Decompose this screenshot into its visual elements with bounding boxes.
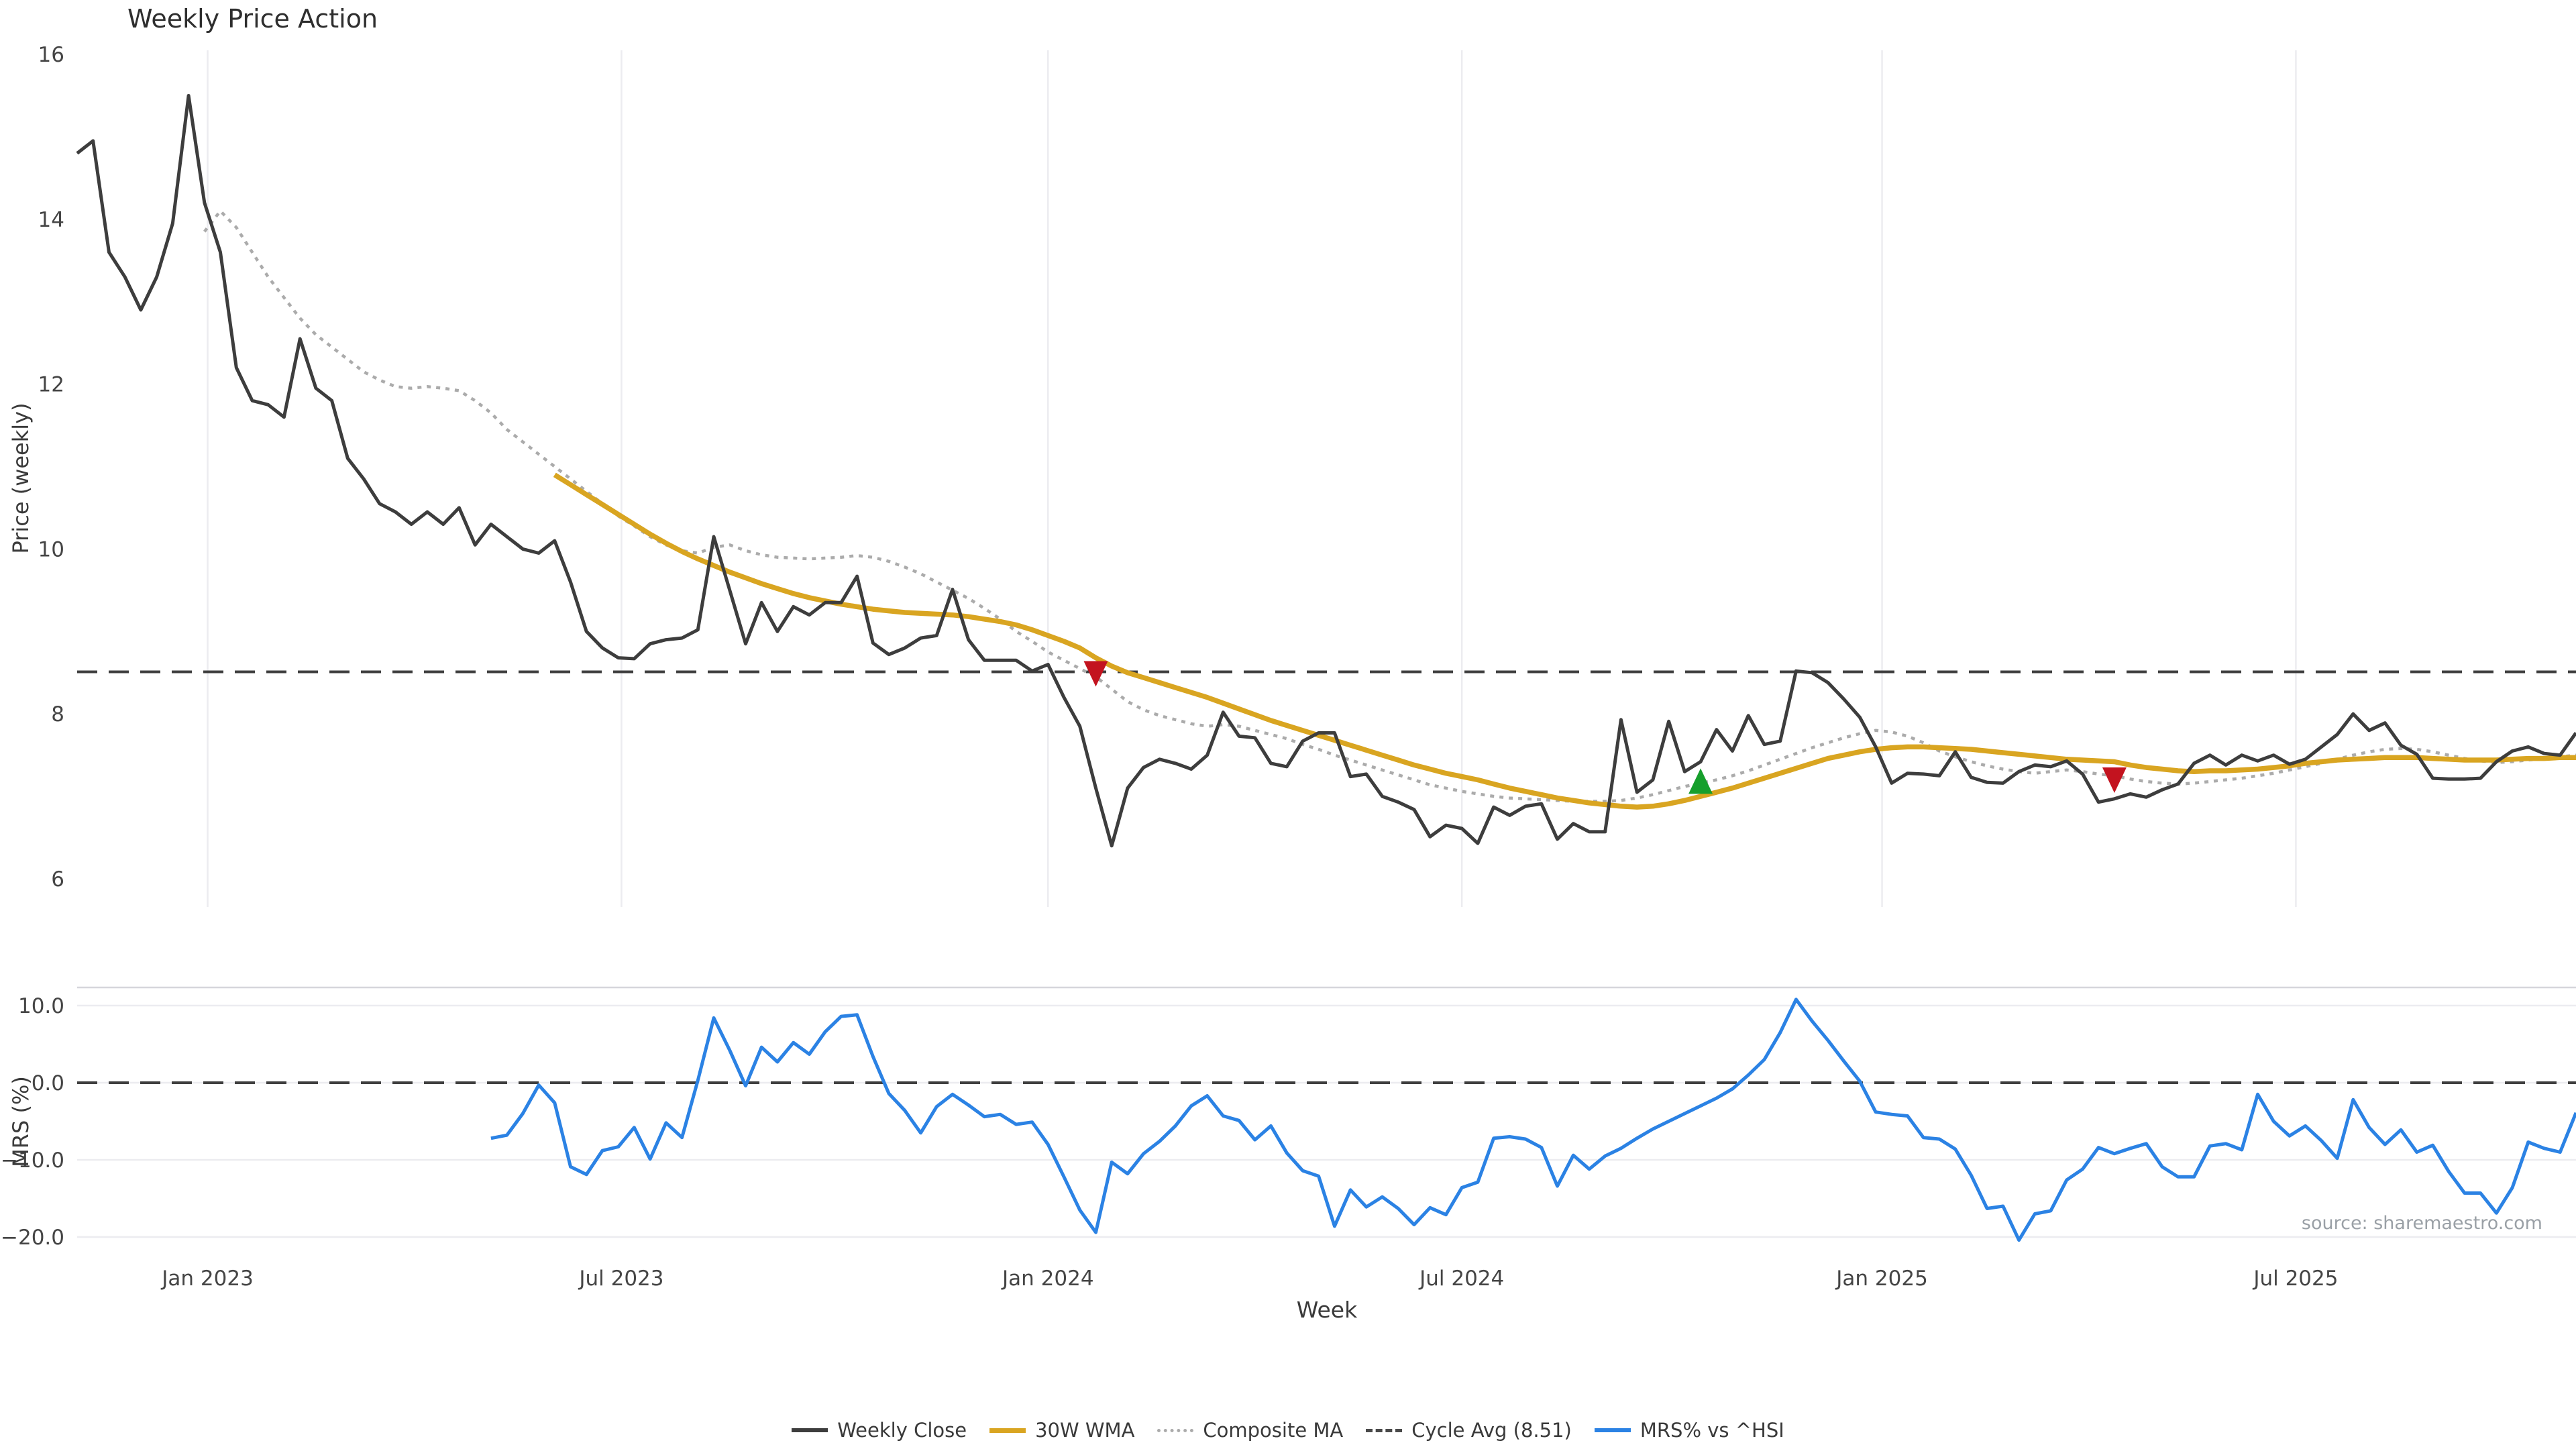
- chart-title: Weekly Price Action: [127, 4, 378, 34]
- mrs-ytick-label: −10.0: [1, 1148, 64, 1173]
- data-series: [76, 94, 2576, 1242]
- mrs-ytick-label: 0.0: [32, 1071, 64, 1095]
- mrs-ytick-label: 10.0: [18, 994, 64, 1018]
- price-ytick-label: 16: [38, 43, 64, 67]
- x-tick-label: Jul 2023: [578, 1267, 663, 1291]
- x-tick-label: Jan 2024: [1001, 1267, 1094, 1291]
- chart-legend: Weekly Close 30W WMA Composite MA Cycle …: [0, 1414, 2576, 1446]
- wma-line-swatch-icon: [989, 1428, 1026, 1433]
- price-ytick-label: 10: [38, 537, 64, 561]
- wma-30w-line: [553, 472, 2576, 810]
- composite-ma-line-swatch-icon: [1157, 1428, 1194, 1432]
- price-ytick-label: 8: [51, 702, 64, 727]
- legend-item-composite-ma: Composite MA: [1157, 1419, 1343, 1442]
- legend-label: 30W WMA: [1035, 1419, 1135, 1442]
- axis-ticks: 16 14 12 10 8 6 10.0 0.0 −10.0 −20.0 Jan 2023 Jul 2…: [1, 43, 2338, 1291]
- mrs-line-swatch-icon: [1594, 1428, 1631, 1432]
- x-axis-label: Week: [1297, 1297, 1358, 1323]
- price-axis-label: Price (weekly): [8, 402, 34, 553]
- mrs-ytick-label: −20.0: [1, 1226, 64, 1250]
- x-tick-label: Jan 2025: [1835, 1267, 1928, 1291]
- buy-triangle-icon: [1688, 768, 1713, 794]
- legend-label: Composite MA: [1203, 1419, 1344, 1442]
- x-tick-label: Jul 2024: [1418, 1267, 1504, 1291]
- signal-markers: [1083, 661, 2127, 794]
- price-ytick-label: 12: [38, 373, 64, 397]
- price-ytick-label: 6: [51, 867, 64, 892]
- legend-item-cycle-avg: Cycle Avg (8.51): [1366, 1419, 1572, 1442]
- weekly-close-line-swatch-icon: [792, 1428, 828, 1432]
- weekly-close-line: [76, 94, 2576, 848]
- legend-item-30w-wma: 30W WMA: [989, 1419, 1134, 1442]
- mrs-line: [490, 998, 2576, 1242]
- x-tick-label: Jan 2023: [160, 1267, 254, 1291]
- legend-item-mrs: MRS% vs ^HSI: [1594, 1419, 1784, 1442]
- composite-ma-line: [203, 209, 2576, 803]
- legend-label: Cycle Avg (8.51): [1411, 1419, 1572, 1442]
- x-tick-label: Jul 2025: [2252, 1267, 2338, 1291]
- cycle-avg-line-swatch-icon: [1366, 1428, 1403, 1432]
- legend-label: MRS% vs ^HSI: [1640, 1419, 1784, 1442]
- mrs-axis-label: MRS (%): [8, 1076, 34, 1167]
- price-ytick-label: 14: [38, 208, 64, 232]
- gridlines: [77, 50, 2576, 1238]
- legend-label: Weekly Close: [837, 1419, 967, 1442]
- sell-triangle-icon: [2102, 767, 2127, 794]
- sell-triangle-icon: [1083, 661, 1108, 687]
- legend-item-weekly-close: Weekly Close: [792, 1419, 967, 1442]
- source-attribution: source: sharemaestro.com: [2301, 1213, 2542, 1234]
